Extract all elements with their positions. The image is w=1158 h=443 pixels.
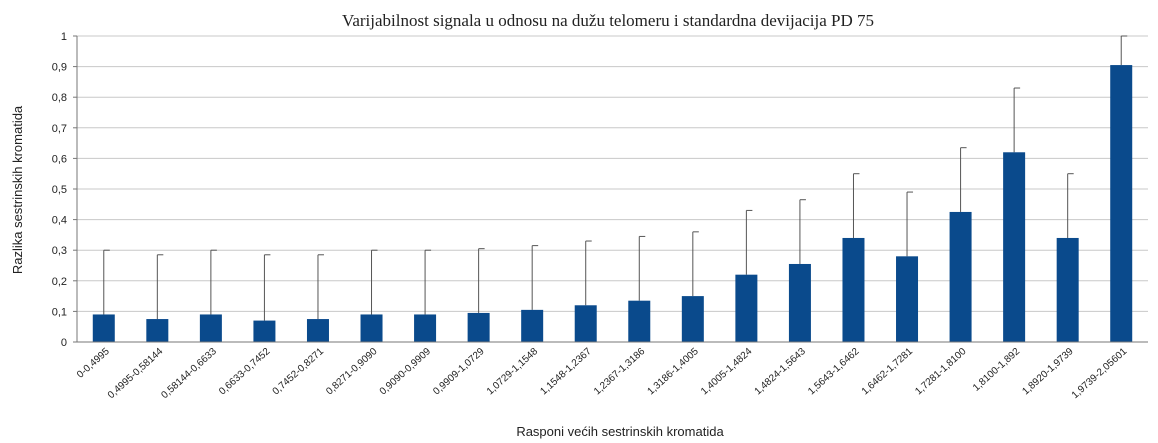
bar — [681, 296, 704, 342]
bar — [360, 314, 383, 342]
bar — [306, 319, 329, 342]
y-axis-label: Razlika sestrinskih kromatida — [10, 105, 25, 274]
bar — [467, 312, 490, 342]
bar — [414, 314, 437, 342]
bar — [1056, 237, 1079, 342]
y-tick-label: 0,3 — [52, 245, 67, 257]
bar — [253, 320, 276, 342]
y-tick-label: 0,1 — [52, 306, 67, 318]
x-tick-label: 1,7281-1,8100 — [913, 346, 969, 398]
gridlines — [77, 35, 1148, 312]
y-axis-ticks: 0 0,1 0,2 0,3 0,4 0,5 0,6 0,7 0,8 0,9 1 — [52, 31, 77, 349]
x-tick-label: 1,0729-1,1548 — [485, 346, 541, 398]
x-tick-label: 0,9090-0,9909 — [378, 346, 434, 398]
x-tick-label: 1,9739-2,05601 — [1070, 346, 1130, 401]
bar — [628, 300, 651, 342]
y-tick-label: 0,6 — [52, 153, 67, 165]
bar — [1003, 152, 1026, 342]
bar — [1110, 65, 1133, 342]
bar — [842, 237, 865, 342]
x-tick-label: 0,9909-1,0729 — [431, 346, 487, 398]
x-tick-label: 0,4995-0,58144 — [106, 346, 166, 401]
bars — [92, 65, 1133, 342]
bar — [92, 314, 115, 342]
y-tick-label: 0,9 — [52, 62, 67, 74]
bar — [199, 314, 222, 342]
x-tick-label: 1,3186-1,4005 — [646, 346, 702, 398]
x-tick-label: 1,8100-1,892 — [971, 346, 1022, 394]
chart-title: Varijabilnost signala u odnosu na dužu t… — [342, 11, 874, 30]
bar — [788, 263, 811, 342]
x-tick-label: 0,58144-0,6633 — [159, 346, 219, 401]
x-tick-label: 1,1548-1,2367 — [538, 346, 594, 398]
bar — [521, 309, 544, 342]
y-tick-label: 0,5 — [52, 184, 67, 196]
y-tick-label: 0 — [61, 337, 67, 349]
y-tick-label: 0,7 — [52, 123, 67, 135]
bar — [896, 256, 919, 342]
x-tick-label: 1,2367-1,3186 — [592, 346, 648, 398]
x-axis-ticks: 0-0,49950,4995-0,581440,58144-0,66330,66… — [75, 346, 1129, 401]
bar — [735, 274, 758, 342]
x-axis-label: Rasponi većih sestrinskih kromatida — [516, 424, 724, 439]
bar — [574, 305, 597, 342]
x-tick-label: 1,8920-1,9739 — [1020, 346, 1076, 398]
x-tick-label: 1,4824-1,5643 — [753, 346, 809, 398]
x-tick-label: 1,6462-1,7281 — [860, 346, 916, 398]
x-tick-label: 0,7452-0,8271 — [271, 346, 327, 398]
bar — [949, 211, 972, 342]
y-tick-label: 0,8 — [52, 92, 67, 104]
y-tick-label: 1 — [61, 31, 67, 43]
x-tick-label: 0,8271-0,9090 — [324, 346, 380, 398]
error-bars — [103, 35, 1128, 321]
x-tick-label: 0-0,4995 — [75, 346, 112, 381]
x-tick-label: 1,5643-1,6462 — [806, 346, 862, 398]
x-tick-label: 1,4005-1,4824 — [699, 346, 755, 398]
bar — [146, 319, 169, 342]
y-tick-label: 0,2 — [52, 276, 67, 288]
y-tick-label: 0,4 — [52, 215, 67, 227]
x-tick-label: 0,6633-0,7452 — [217, 346, 273, 398]
